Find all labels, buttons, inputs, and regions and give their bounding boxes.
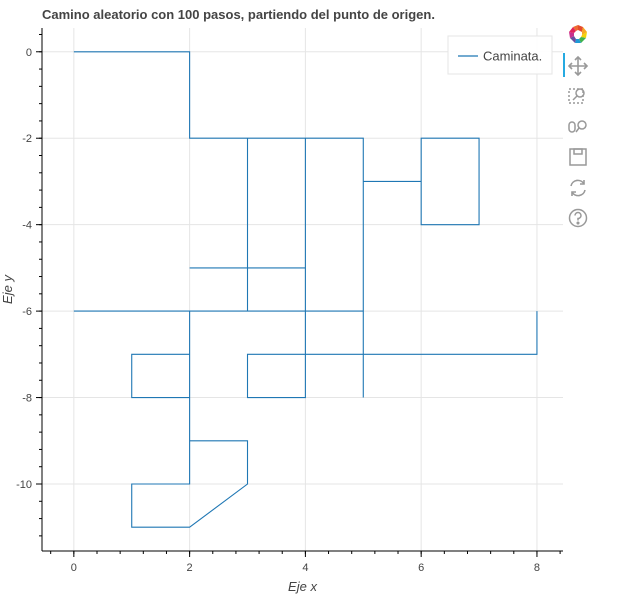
y-tick-label: -2: [22, 133, 32, 145]
active-tool-indicator: [563, 53, 565, 77]
x-tick-label: 0: [71, 562, 77, 574]
random-walk-line[interactable]: [73, 51, 538, 528]
legend-box: [447, 35, 553, 75]
legend-label: Caminata.: [483, 49, 542, 64]
x-axis-label: Eje x: [288, 579, 317, 594]
pan-icon[interactable]: [567, 55, 589, 77]
help-icon[interactable]: [567, 207, 589, 229]
y-tick-label: -10: [16, 479, 32, 491]
y-tick-label: -6: [22, 306, 32, 318]
bokeh-logo-icon[interactable]: [567, 24, 589, 46]
x-tick-label: 2: [187, 562, 193, 574]
reset-icon[interactable]: [567, 177, 589, 199]
box-zoom-icon[interactable]: [567, 85, 589, 107]
chart-title: Camino aleatorio con 100 pasos, partiend…: [42, 7, 435, 22]
chart-toolbar: [563, 22, 593, 242]
x-tick-label: 6: [418, 562, 424, 574]
y-tick-label: -8: [22, 393, 32, 405]
y-tick-label: -4: [22, 220, 32, 232]
save-icon[interactable]: [567, 146, 589, 168]
y-tick-label: 0: [26, 47, 32, 59]
y-axis-label: Eje y: [0, 274, 15, 304]
x-tick-label: 4: [302, 562, 308, 574]
x-tick-label: 8: [534, 562, 540, 574]
wheel-zoom-icon[interactable]: [567, 116, 589, 138]
